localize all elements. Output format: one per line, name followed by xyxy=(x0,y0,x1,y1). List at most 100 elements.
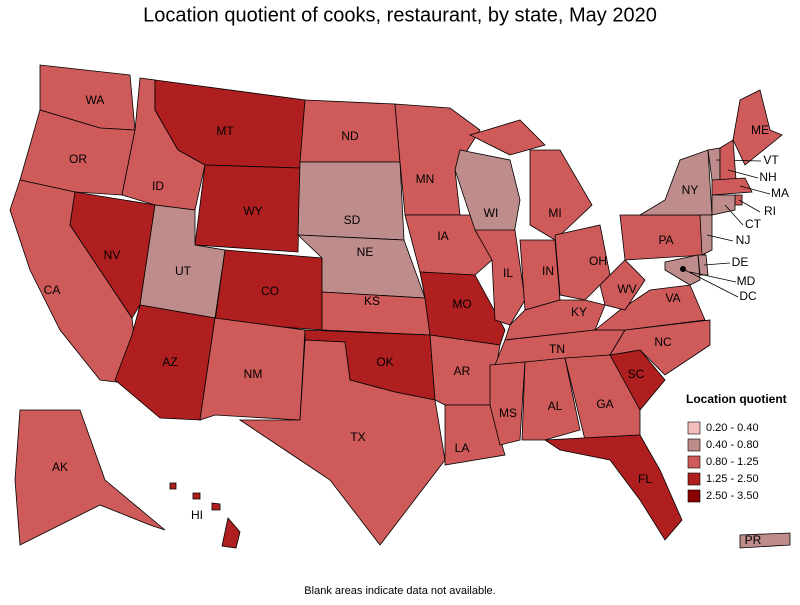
title: Location quotient of cooks, restaurant, … xyxy=(143,4,657,26)
state-label: AZ xyxy=(162,355,177,369)
state-label: NE xyxy=(357,245,374,259)
leader-line xyxy=(727,169,759,179)
state-label: NY xyxy=(682,183,699,197)
legend-label: 2.50 - 3.50 xyxy=(706,490,759,502)
state-label: MN xyxy=(416,172,435,186)
state-label: MA xyxy=(771,186,789,200)
state xyxy=(444,404,506,466)
state-label: UT xyxy=(175,264,192,278)
state-label: PA xyxy=(658,233,673,247)
state-label: SC xyxy=(628,367,645,381)
state-label: VA xyxy=(665,291,680,305)
state xyxy=(521,357,581,441)
leader-line xyxy=(706,234,734,242)
state-label: VT xyxy=(763,153,779,167)
state xyxy=(711,177,753,196)
legend-swatch xyxy=(687,472,701,486)
state xyxy=(211,502,221,511)
legend-swatch xyxy=(687,489,701,503)
leader-line xyxy=(703,262,731,266)
legend-swatch xyxy=(687,421,701,435)
state-label: NH xyxy=(759,170,776,184)
state-label: NC xyxy=(654,335,672,349)
state-label: IA xyxy=(437,229,448,243)
state xyxy=(297,161,405,241)
state xyxy=(192,492,201,500)
state-label: NV xyxy=(104,248,121,262)
state-label: RI xyxy=(764,204,776,218)
state-label: WV xyxy=(617,282,636,296)
state-label: TX xyxy=(350,430,365,444)
state-label: DC xyxy=(739,289,757,303)
state-label: MO xyxy=(452,297,471,311)
state-label: LA xyxy=(455,441,470,455)
legend-swatch xyxy=(687,455,701,469)
legend-label: 0.40 - 0.80 xyxy=(706,439,759,451)
state xyxy=(519,239,561,311)
state xyxy=(554,224,611,301)
state-label: TN xyxy=(549,342,565,356)
leader-line xyxy=(738,199,761,213)
state-label: ND xyxy=(341,129,359,143)
legend-swatch xyxy=(687,438,701,452)
state xyxy=(221,517,241,549)
state-label: MI xyxy=(548,206,561,220)
state-label: CO xyxy=(261,284,279,298)
state-label: OH xyxy=(589,254,607,268)
state xyxy=(468,119,546,156)
state-label: GA xyxy=(596,397,613,411)
state-label: WY xyxy=(243,204,262,218)
state-label: DE xyxy=(732,255,749,269)
legend-label: 1.25 - 2.50 xyxy=(706,473,759,485)
state-label: AK xyxy=(52,460,68,474)
leader-line xyxy=(724,204,744,226)
state xyxy=(529,149,593,241)
state-label: IN xyxy=(542,264,554,278)
state-label: IL xyxy=(503,266,513,280)
state-label: KY xyxy=(571,305,587,319)
note: Blank areas indicate data not available. xyxy=(304,585,495,597)
state-label: ID xyxy=(152,179,164,193)
legend-title: Location quotient xyxy=(686,392,787,406)
state-label: KS xyxy=(364,294,380,308)
state-label: ME xyxy=(751,123,769,137)
legend-label: 0.20 - 0.40 xyxy=(706,422,759,434)
state xyxy=(739,532,791,549)
state-label: NJ xyxy=(736,233,751,247)
state xyxy=(404,214,493,276)
state-label: AR xyxy=(454,364,471,378)
legend-label: 0.80 - 1.25 xyxy=(706,456,759,468)
state xyxy=(638,149,713,216)
state-label: FL xyxy=(638,472,652,486)
state-label: MD xyxy=(737,274,756,288)
state xyxy=(599,259,646,311)
state-label: HI xyxy=(191,508,203,522)
state-label: SD xyxy=(344,213,361,227)
state-label: OR xyxy=(69,152,87,166)
state xyxy=(719,139,737,181)
state xyxy=(238,339,446,546)
state-label: CA xyxy=(44,283,61,297)
state xyxy=(169,482,177,490)
state-label: NM xyxy=(244,367,263,381)
state xyxy=(734,194,743,206)
state xyxy=(489,361,526,446)
state xyxy=(69,191,156,319)
state-label: WA xyxy=(86,93,105,107)
state-label: WI xyxy=(484,206,499,220)
state xyxy=(543,434,683,541)
state-label: AL xyxy=(548,399,563,413)
state-label: CT xyxy=(745,217,762,231)
state xyxy=(699,214,713,256)
state-label: PR xyxy=(745,533,762,547)
state xyxy=(394,103,481,216)
state-label: OK xyxy=(376,355,393,369)
leader-line xyxy=(689,271,737,283)
state-label: MT xyxy=(216,124,234,138)
leader-line xyxy=(682,268,739,298)
state xyxy=(14,409,166,546)
state xyxy=(199,317,306,421)
leader-line xyxy=(739,185,771,195)
state-label: MS xyxy=(499,406,517,420)
